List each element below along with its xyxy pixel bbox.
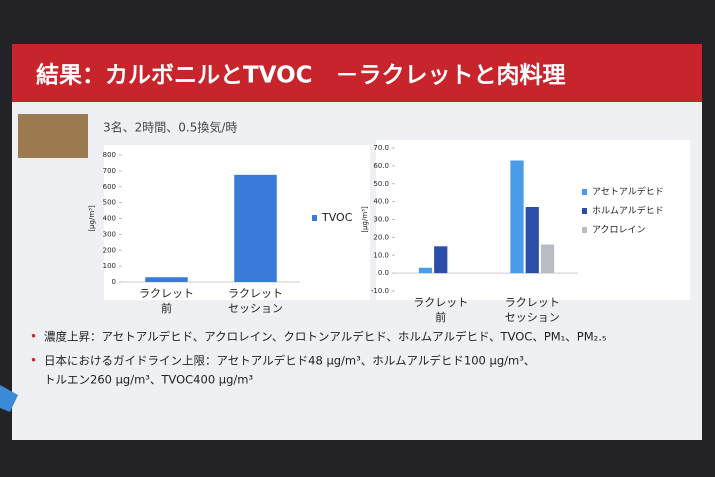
- bar: [540, 244, 555, 274]
- x-tick-label: ラクレット: [139, 287, 194, 300]
- y-tick-label: 60.0: [373, 162, 389, 170]
- y-tick-label: 700: [103, 167, 116, 175]
- y-tick-label: 600: [103, 183, 116, 191]
- y-tick-label: 200: [103, 246, 116, 254]
- legend-label: アクロレイン: [592, 225, 646, 236]
- legend-label: TVOC: [321, 211, 353, 224]
- y-tick-label: 400: [103, 215, 116, 223]
- y-tick-label: 300: [103, 230, 116, 238]
- y-tick-label: 70.0: [373, 144, 389, 152]
- bar: [525, 206, 539, 274]
- y-tick-label: 50.0: [373, 180, 389, 188]
- y-tick-label: 0.0: [378, 269, 389, 277]
- x-tick-label: セッション: [228, 302, 283, 315]
- legend-label: アセトアルデヒド: [592, 186, 664, 198]
- y-tick-label: 800: [103, 151, 116, 159]
- y-axis-label: [μg/m³]: [361, 206, 369, 233]
- legend-swatch: [582, 208, 587, 214]
- legend-swatch: [582, 189, 587, 195]
- y-tick-label: 0: [112, 278, 116, 286]
- y-axis-label: [μg/m³]: [88, 205, 96, 232]
- bar: [234, 174, 277, 282]
- y-tick-label: 500: [103, 199, 116, 207]
- y-tick-label: 40.0: [373, 198, 389, 206]
- bullet-text: トルエン260 μg/m³、TVOC400 μg/m³: [44, 373, 253, 387]
- legend-swatch: [582, 227, 587, 233]
- title-bar: [12, 44, 702, 102]
- y-tick-label: 20.0: [373, 233, 389, 241]
- bar: [418, 267, 433, 274]
- slide-title: 結果：カルボニルとTVOC －ラクレットと肉料理: [36, 62, 566, 89]
- x-tick-label: 前: [161, 301, 172, 315]
- logo: [0, 385, 18, 412]
- bar: [510, 160, 524, 274]
- x-tick-label: ラクレット: [505, 296, 560, 309]
- y-tick-label: 100: [103, 262, 116, 270]
- y-tick-label: 10.0: [373, 251, 389, 259]
- bar: [145, 277, 188, 282]
- subtitle: 3名、2時間、0.5換気/時: [103, 120, 237, 135]
- bullet-text: 濃度上昇：アセトアルデヒド、アクロレイン、クロトンアルデヒド、ホルムアルデヒド、…: [44, 330, 607, 344]
- bullet-marker: •: [30, 330, 37, 344]
- y-tick-label: -10.0: [371, 287, 389, 295]
- bullet-marker: •: [30, 354, 37, 368]
- bullet-text: 日本におけるガイドライン上限：アセトアルデヒド48 μg/m³、ホルムアルデヒド…: [44, 354, 535, 368]
- bar: [434, 246, 448, 274]
- legend-swatch: [312, 215, 317, 221]
- x-tick-label: 前: [435, 310, 446, 324]
- x-tick-label: ラクレット: [413, 296, 468, 309]
- x-tick-label: セッション: [505, 311, 560, 324]
- legend-label: ホルムアルデヒド: [592, 205, 664, 217]
- x-tick-label: ラクレット: [228, 287, 283, 300]
- y-tick-label: 30.0: [373, 216, 389, 224]
- photo-thumbnail: [18, 114, 88, 158]
